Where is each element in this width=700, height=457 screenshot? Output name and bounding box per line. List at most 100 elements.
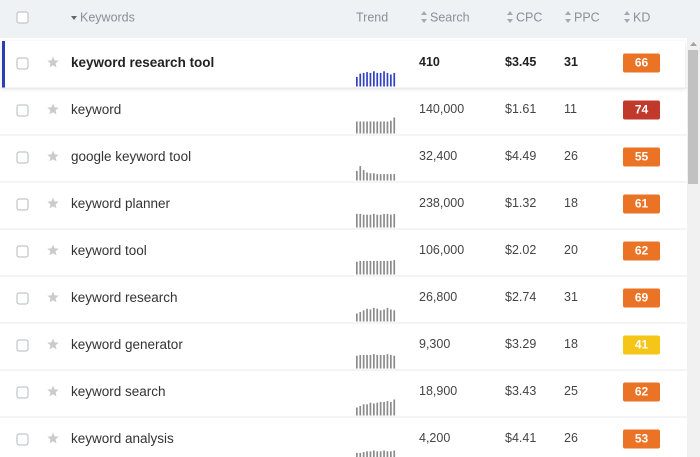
favorite-star[interactable] (47, 338, 59, 350)
search-volume: 4,200 (419, 431, 450, 445)
trend-bar (390, 120, 392, 134)
trend-bar (386, 72, 389, 87)
trend-bar (383, 174, 385, 181)
trend-bar (366, 260, 368, 275)
header-ppc[interactable]: PPC (574, 10, 600, 24)
ppc: 18 (564, 196, 578, 210)
header-kd[interactable]: KD (633, 10, 650, 24)
search-volume: 140,000 (419, 102, 464, 116)
trend-bar (386, 260, 389, 275)
scrollbar-thumb[interactable] (688, 50, 698, 184)
favorite-star[interactable] (47, 385, 59, 397)
keyword-row[interactable]: keyword generator 9,300 $3.29 18 41 (0, 335, 687, 371)
row-checkbox[interactable] (16, 57, 29, 70)
keyword-row[interactable]: keyword tool 106,000 $2.02 20 62 (0, 241, 687, 277)
favorite-star[interactable] (47, 56, 59, 68)
favorite-star[interactable] (47, 244, 59, 256)
trend-bar (362, 452, 365, 457)
trend-bar (369, 260, 372, 275)
trend-bar (390, 74, 392, 87)
trend-bar (359, 73, 362, 87)
trend-bar (373, 213, 375, 228)
favorite-star[interactable] (47, 197, 59, 209)
trend-bar (393, 260, 396, 275)
trend-bar (356, 76, 358, 87)
row-checkbox[interactable] (16, 245, 29, 258)
trend-bar (390, 214, 392, 228)
trend-bar (376, 174, 379, 181)
kd-badge (623, 194, 660, 214)
cpc: $1.32 (505, 196, 536, 210)
search-volume: 26,800 (419, 290, 457, 304)
trend-bar (369, 309, 372, 322)
row-checkbox[interactable] (16, 104, 29, 117)
cpc: $1.61 (505, 102, 536, 116)
keyword-row[interactable]: google keyword tool 32,400 $4.49 26 55 (0, 147, 687, 183)
trend-bar (390, 309, 392, 322)
kd-value: 55 (635, 150, 649, 164)
keyword-row[interactable]: keyword analysis 4,200 $4.41 26 53 (0, 429, 687, 457)
trend-bar (376, 214, 379, 228)
row-checkbox[interactable] (16, 292, 29, 305)
favorite-star[interactable] (47, 291, 59, 303)
trend-bar (373, 307, 375, 322)
keyword[interactable]: keyword generator (71, 337, 183, 352)
trend-bar (376, 121, 379, 134)
favorite-star[interactable] (47, 103, 59, 115)
sort-icon (421, 11, 427, 23)
trend-bar (369, 214, 372, 228)
row-checkbox[interactable] (16, 151, 29, 164)
trend-bar (362, 72, 365, 87)
ppc: 18 (564, 337, 578, 351)
keyword[interactable]: keyword analysis (71, 431, 174, 446)
trend-bar (383, 121, 385, 134)
trend-bar (366, 404, 368, 416)
ppc: 26 (564, 149, 578, 163)
keyword-row[interactable]: keyword planner 238,000 $1.32 18 61 (0, 194, 687, 230)
trend-bar (376, 308, 379, 322)
cpc: $3.43 (505, 384, 536, 398)
header-cpc[interactable]: CPC (516, 10, 542, 24)
keyword[interactable]: google keyword tool (71, 149, 191, 164)
row-checkbox[interactable] (16, 433, 29, 446)
header-search[interactable]: Search (430, 10, 470, 24)
trend-bar (369, 173, 372, 181)
trend-bar (383, 450, 385, 457)
favorite-star[interactable] (47, 432, 59, 444)
favorite-star[interactable] (47, 150, 59, 162)
keyword[interactable]: keyword search (71, 384, 166, 399)
keyword[interactable]: keyword (71, 102, 121, 117)
keyword[interactable]: keyword planner (71, 196, 171, 211)
keyword-row[interactable]: keyword research tool 410 $3.45 31 66 (0, 41, 687, 89)
trend-bar (386, 307, 389, 322)
cpc: $4.41 (505, 431, 536, 445)
trend-bar (359, 213, 362, 228)
header-keywords[interactable]: Keywords (80, 10, 135, 24)
trend-bar (390, 174, 392, 181)
scroll-up-arrow[interactable] (690, 42, 697, 46)
keyword[interactable]: keyword research tool (71, 55, 214, 70)
keyword-row[interactable]: keyword research 26,800 $2.74 31 69 (0, 288, 687, 324)
trend-bar (362, 310, 365, 322)
keyword[interactable]: keyword research (71, 290, 178, 305)
trend-bar (390, 260, 392, 275)
keyword-row[interactable]: keyword search 18,900 $3.43 25 62 (0, 382, 687, 418)
kd-value: 62 (635, 244, 649, 258)
kd-value: 62 (635, 385, 649, 399)
kd-value: 61 (635, 197, 649, 211)
trend-bar (373, 121, 375, 134)
row-checkbox[interactable] (16, 386, 29, 399)
rows: keyword research tool 410 $3.45 31 66keyword… (0, 41, 687, 457)
select-all-checkbox[interactable] (16, 11, 29, 24)
trend-bar (369, 354, 372, 369)
row-checkbox[interactable] (16, 339, 29, 352)
kd-badge (623, 241, 660, 261)
keyword-row[interactable]: keyword 140,000 $1.61 11 74 (0, 100, 687, 136)
keyword[interactable]: keyword tool (71, 243, 147, 258)
cpc: $2.02 (505, 243, 536, 257)
trend-bar (366, 354, 368, 369)
row-checkbox[interactable] (16, 198, 29, 211)
trend-bar (393, 72, 396, 87)
sort-icon (624, 11, 630, 23)
